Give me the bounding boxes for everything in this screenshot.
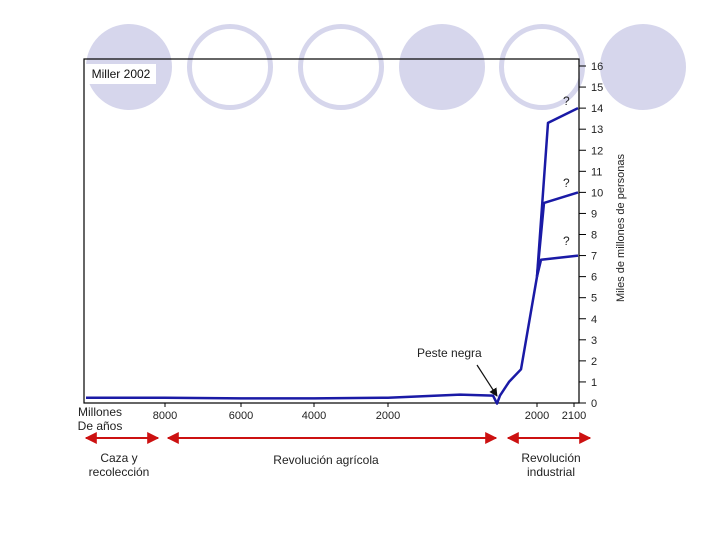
x-tick-label: 8000 <box>153 410 177 422</box>
y-tick-label: 7 <box>591 251 597 263</box>
decor-circle-5 <box>499 24 585 110</box>
y-tick-label: 10 <box>591 187 603 199</box>
x-tick-label: 6000 <box>229 410 253 422</box>
decor-circle-3 <box>298 24 384 110</box>
y-tick-label: 2 <box>591 356 597 368</box>
series-line-projection-mid <box>535 191 579 277</box>
x-axis-start-label: Millones De años <box>77 405 123 433</box>
series-line-historical <box>86 276 539 405</box>
decor-circle-4 <box>399 24 485 110</box>
question-mark-high: ? <box>563 94 570 108</box>
plot-frame <box>83 58 580 404</box>
y-tick-label: 5 <box>591 293 597 305</box>
y-tick-label: 16 <box>591 61 603 73</box>
source-label: Miller 2002 <box>86 64 156 84</box>
y-axis-label: Miles de millones de personas <box>615 154 627 302</box>
y-tick-label: 3 <box>591 335 597 347</box>
y-tick-label: 14 <box>591 103 603 115</box>
plague-arrow <box>476 364 498 397</box>
y-tick-label: 13 <box>591 124 603 136</box>
series-line-projection-high <box>535 106 579 277</box>
y-tick-label: 0 <box>591 398 597 410</box>
x-tick-label: 2100 <box>562 410 586 422</box>
y-tick-label: 11 <box>591 166 602 178</box>
plague-label: Peste negra <box>417 346 482 360</box>
period-label-industrial: Revolución industrial <box>521 451 581 479</box>
x-tick-label: 2000 <box>376 410 400 422</box>
y-tick-label: 1 <box>591 377 597 389</box>
y-tick-label: 15 <box>591 82 603 94</box>
question-mark-low: ? <box>563 234 570 248</box>
y-tick-label: 8 <box>591 230 597 242</box>
decor-circle-6 <box>600 24 686 110</box>
x-tick-label: 2000 <box>525 410 549 422</box>
y-tick-label: 6 <box>591 272 597 284</box>
x-tick-label: 4000 <box>302 410 326 422</box>
y-tick-label: 4 <box>591 314 597 326</box>
question-mark-mid: ? <box>563 176 570 190</box>
y-tick-label: 12 <box>591 145 603 157</box>
decor-circle-2 <box>187 24 273 110</box>
series-line-projection-low <box>535 254 579 277</box>
period-label-hunting: Caza y recolección <box>88 451 150 479</box>
period-label-agricultural: Revolución agrícola <box>273 453 379 467</box>
y-tick-label: 9 <box>591 208 597 220</box>
